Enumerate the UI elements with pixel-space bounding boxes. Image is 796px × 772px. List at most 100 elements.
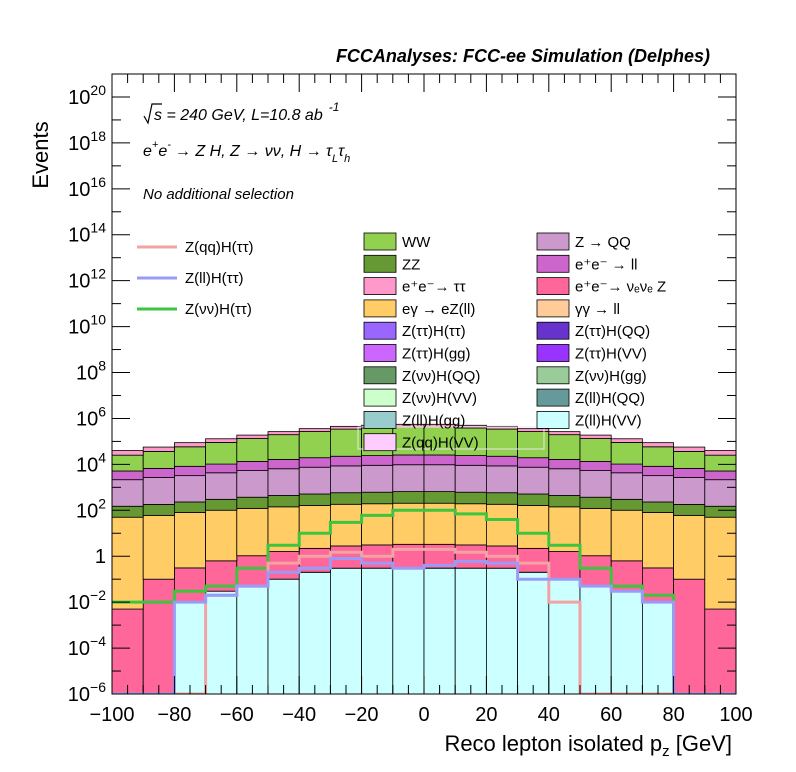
bar-2-1	[142, 578, 175, 694]
bar-5-3	[205, 472, 238, 500]
bar-4-19	[704, 505, 736, 518]
bar-8-1	[142, 446, 175, 452]
signal-layer	[112, 508, 736, 694]
bar-2-18	[673, 578, 706, 694]
process-annotation: e+e- → Z H, Z → νν, H → τLτh	[143, 139, 350, 165]
legend-swatch-11	[536, 344, 570, 362]
x-tick-label-1: −80	[157, 704, 191, 726]
signal-legend-label-1: Z(ll)H(ττ)	[185, 270, 244, 287]
bar-3-17	[642, 512, 675, 569]
legend-label-12: Z(νν)H(QQ)	[402, 368, 480, 385]
bar-7-16	[610, 442, 643, 465]
bar-6-6	[298, 457, 331, 468]
legend-label-17: Z(ll)H(VV)	[575, 412, 642, 429]
bar-5-12	[485, 465, 518, 494]
legend-swatch-14	[363, 388, 397, 407]
legend-swatch-17	[536, 410, 570, 429]
bar-8-7	[329, 425, 362, 430]
bar-6-19	[704, 470, 736, 481]
bar-4-0	[112, 505, 144, 518]
legend-swatch-10	[363, 344, 397, 362]
bar-2-2	[173, 567, 206, 603]
bar-0-3	[205, 590, 238, 694]
bar-2-14	[548, 551, 581, 580]
legend-swatch-3	[536, 254, 570, 273]
bar-5-4	[236, 470, 269, 498]
legend-swatch-0	[363, 232, 397, 251]
x-axis-title: Reco lepton isolated pz [GeV]	[444, 731, 732, 760]
legend-label-6: eγ → eZ(ll)	[402, 301, 475, 318]
bar-4-10	[423, 491, 456, 504]
bar-3-12	[485, 503, 518, 547]
sqrt-icon	[143, 103, 162, 125]
x-tick-label-9: 80	[662, 704, 684, 726]
bar-4-2	[173, 501, 206, 513]
legend-label-10: Z(ττ)H(gg)	[402, 346, 471, 363]
bar-5-5	[267, 468, 300, 496]
bar-3-4	[236, 507, 269, 557]
bar-5-2	[173, 475, 206, 503]
bar-7-6	[298, 431, 331, 459]
bar-5-11	[454, 464, 487, 493]
bar-6-12	[485, 455, 518, 467]
legend-label-15: Z(ll)H(QQ)	[575, 390, 645, 407]
bar-6-17	[642, 465, 675, 477]
bar-8-14	[548, 431, 581, 436]
bar-4-15	[579, 496, 612, 509]
legend-swatch-2	[363, 254, 397, 273]
bar-8-0	[112, 450, 144, 456]
bar-0-14	[548, 578, 581, 694]
legend-swatch-7	[536, 299, 570, 318]
bar-6-7	[329, 455, 362, 467]
x-tick-label-3: −40	[282, 704, 316, 726]
y-tick-label-5: 104	[76, 449, 106, 476]
bar-4-6	[298, 493, 331, 506]
bar-0-6	[298, 571, 331, 694]
bar-0-13	[517, 571, 550, 694]
legend-frame	[357, 426, 545, 450]
bar-3-13	[517, 505, 550, 549]
x-tick-label-0: −100	[89, 704, 134, 726]
bar-4-8	[361, 491, 394, 505]
legend-swatch-1	[536, 232, 570, 251]
chart-title: FCCAnalyses: FCC-ee Simulation (Delphes)	[336, 46, 710, 66]
bar-5-1	[142, 477, 175, 505]
bar-2-13	[517, 547, 550, 573]
bar-0-9	[392, 567, 425, 694]
bar-7-17	[642, 446, 675, 467]
y-axis-title: Events	[28, 121, 53, 188]
background-legend: WW Z → QQ ZZ e⁺e⁻ → ll e⁺e⁻→ ττ e⁺e⁻→ νₑνₑ Z e…	[357, 232, 666, 452]
x-tick-label-7: 40	[538, 704, 560, 726]
bar-6-16	[610, 463, 643, 474]
bar-6-11	[454, 455, 487, 466]
bar-0-7	[329, 567, 362, 694]
bar-6-14	[548, 459, 581, 470]
y-tick-label-4: 102	[76, 495, 106, 522]
bar-7-11	[454, 427, 487, 456]
bar-3-16	[610, 509, 643, 562]
bar-6-4	[236, 461, 269, 471]
bar-0-10	[423, 567, 456, 694]
bar-0-8	[361, 567, 394, 694]
legend-label-14: Z(νν)H(VV)	[402, 390, 477, 407]
bar-3-3	[205, 509, 238, 562]
bar-7-12	[485, 428, 518, 457]
bar-3-15	[579, 507, 612, 557]
y-tick-label-1: 10−4	[68, 633, 106, 660]
bar-6-3	[205, 463, 238, 474]
bar-0-4	[236, 585, 269, 694]
bar-7-7	[329, 428, 362, 457]
bar-8-2	[173, 442, 206, 448]
bar-7-1	[142, 451, 175, 469]
bar-3-18	[673, 514, 706, 580]
legend-swatch-8	[363, 321, 397, 340]
bar-6-8	[361, 455, 394, 466]
x-tick-label-4: −20	[345, 704, 379, 726]
bar-3-6	[298, 505, 331, 549]
y-tick-label-8: 1010	[68, 312, 106, 339]
bar-0-2	[173, 601, 206, 694]
legend-swatch-18	[363, 433, 397, 452]
bar-3-11	[454, 503, 487, 546]
svg-text:s = 240 GeV, L=10.8 ab-1: s = 240 GeV, L=10.8 ab -1	[154, 100, 339, 124]
y-tick-label-10: 1014	[68, 220, 106, 247]
